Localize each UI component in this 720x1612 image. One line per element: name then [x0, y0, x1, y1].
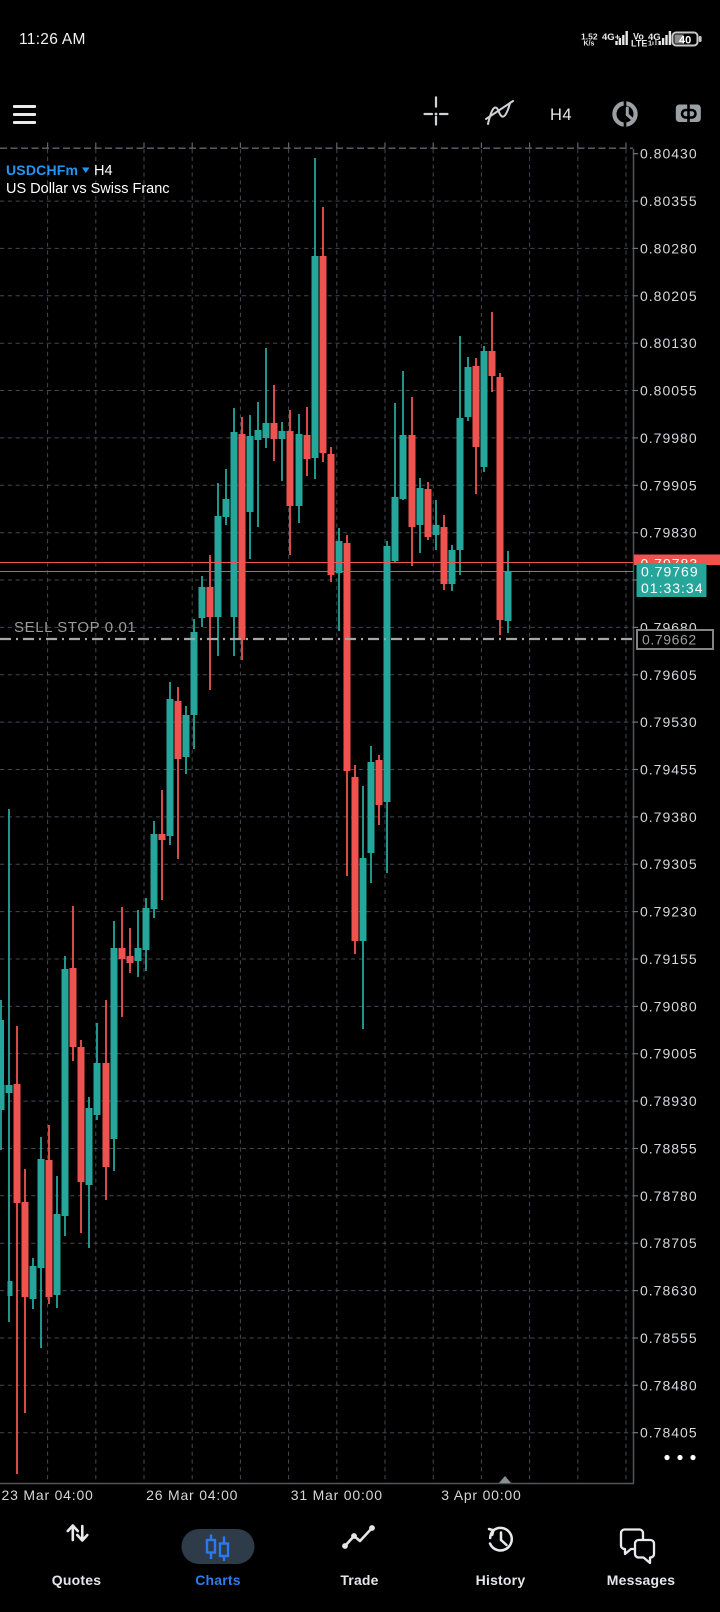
svg-text:0.79980: 0.79980	[640, 430, 698, 446]
svg-text:0.78705: 0.78705	[640, 1235, 698, 1251]
svg-text:0.78555: 0.78555	[640, 1330, 698, 1346]
svg-text:0.78480: 0.78480	[640, 1377, 698, 1393]
svg-text:0.79769: 0.79769	[641, 564, 699, 580]
svg-text:USDCHFm: USDCHFm	[6, 162, 78, 178]
svg-text:Vo: Vo	[633, 32, 644, 42]
svg-text:H4: H4	[94, 163, 113, 179]
svg-text:40: 40	[679, 35, 691, 47]
svg-text:K/s: K/s	[584, 41, 595, 48]
svg-text:0.80130: 0.80130	[640, 335, 698, 351]
svg-text:0.78780: 0.78780	[640, 1188, 698, 1204]
svg-text:0.78405: 0.78405	[640, 1425, 698, 1441]
svg-text:0.79380: 0.79380	[640, 809, 698, 825]
svg-text:0.79605: 0.79605	[640, 667, 698, 683]
svg-text:31 Mar 00:00: 31 Mar 00:00	[291, 1487, 383, 1503]
svg-text:23 Mar 04:00: 23 Mar 04:00	[2, 1487, 94, 1503]
svg-text:0.79662: 0.79662	[642, 632, 697, 648]
svg-text:0.79455: 0.79455	[640, 762, 698, 778]
svg-text:0.79005: 0.79005	[640, 1046, 698, 1062]
svg-text:0.79305: 0.79305	[640, 856, 698, 872]
svg-text:SELL STOP 0.01: SELL STOP 0.01	[14, 619, 136, 636]
svg-text:4G: 4G	[648, 32, 661, 43]
svg-text:4G+: 4G+	[602, 32, 621, 43]
svg-text:26 Mar 04:00: 26 Mar 04:00	[146, 1487, 238, 1503]
svg-text:0.79230: 0.79230	[640, 904, 698, 920]
svg-text:0.79080: 0.79080	[640, 998, 698, 1014]
svg-text:US Dollar vs Swiss Franc: US Dollar vs Swiss Franc	[6, 181, 170, 197]
svg-text:0.79830: 0.79830	[640, 525, 698, 541]
svg-text:LTE: LTE	[631, 39, 647, 49]
svg-text:0.79530: 0.79530	[640, 714, 698, 730]
svg-text:0.78630: 0.78630	[640, 1283, 698, 1299]
svg-text:0.79155: 0.79155	[640, 951, 698, 967]
svg-text:0.80355: 0.80355	[640, 193, 698, 209]
svg-text:3 Apr 00:00: 3 Apr 00:00	[441, 1487, 521, 1503]
svg-text:01:33:34: 01:33:34	[641, 580, 704, 596]
svg-text:0.79905: 0.79905	[640, 477, 698, 493]
svg-text:0.80055: 0.80055	[640, 383, 698, 399]
svg-text:0.78930: 0.78930	[640, 1093, 698, 1109]
svg-text:0.80430: 0.80430	[640, 146, 698, 162]
svg-text:0.78855: 0.78855	[640, 1141, 698, 1157]
svg-text:1: 1	[648, 39, 652, 48]
svg-text:H4: H4	[550, 106, 572, 124]
svg-text:1.52: 1.52	[581, 32, 598, 42]
svg-text:0.80205: 0.80205	[640, 288, 698, 304]
svg-text:0.80280: 0.80280	[640, 240, 698, 256]
